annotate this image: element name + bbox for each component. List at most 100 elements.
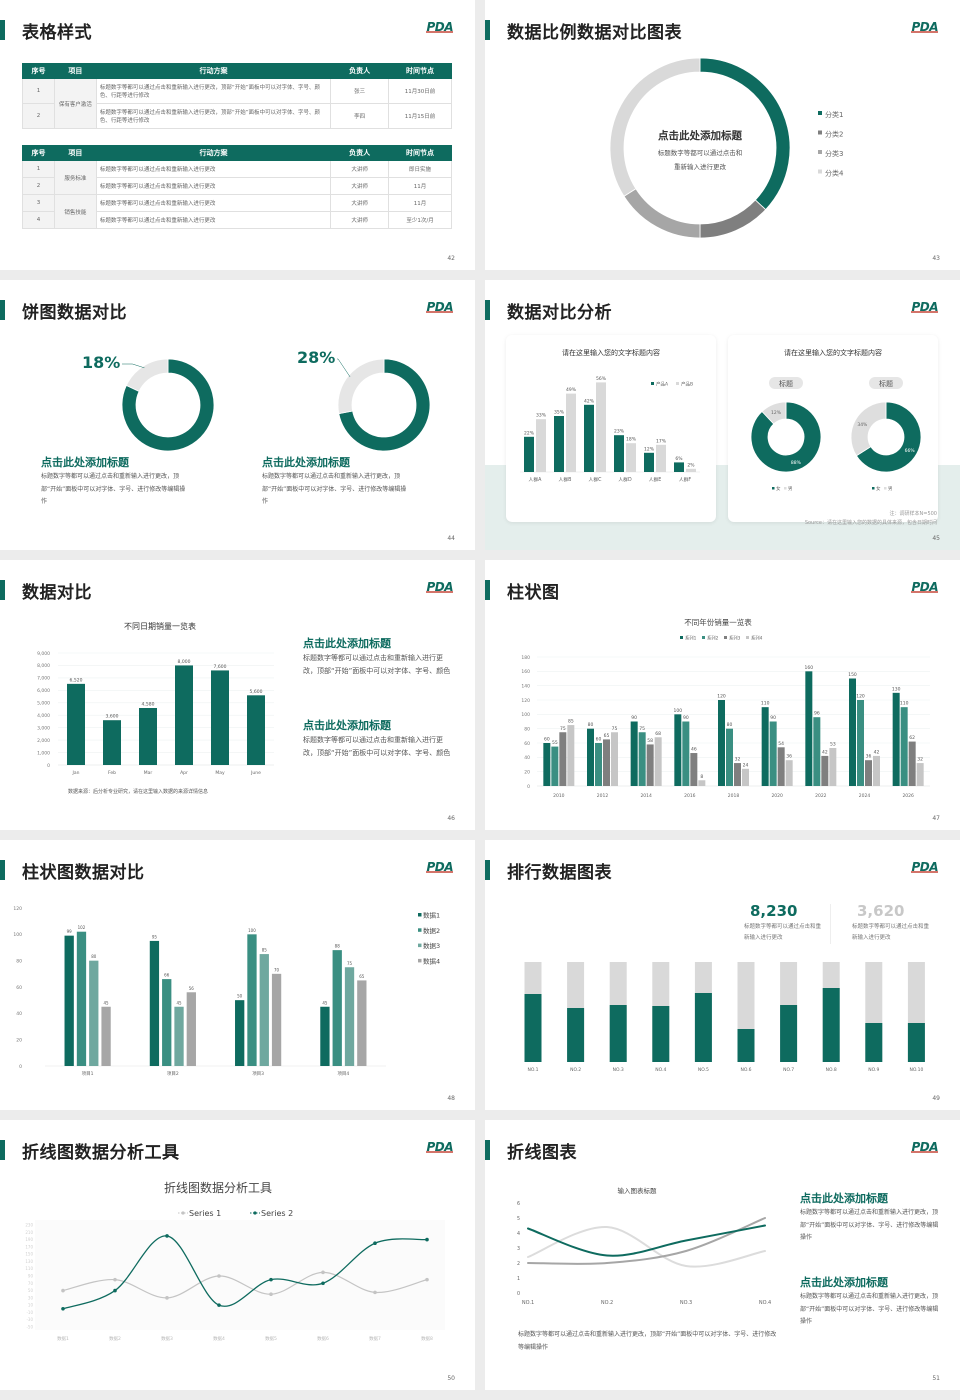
bar [630,721,638,786]
category-label: 数据2 [109,1335,121,1342]
logo: PDA [426,860,453,874]
page-number: 49 [932,1095,940,1102]
legend-swatch [818,130,822,135]
legend-swatch [418,928,422,932]
y-tick-label: 90 [28,1274,34,1279]
bar [892,692,900,786]
data-label: 36 [866,754,872,760]
stat-value-primary: 8,230 [750,902,798,920]
bar [101,1006,111,1066]
bar [567,725,575,786]
card-title: 请在这里输入您的文字标题内容 [562,348,660,357]
legend-swatch [872,487,875,490]
data-label: 96 [814,711,820,717]
y-tick-label: 100 [13,932,22,938]
data-label: 99 [67,929,73,934]
y-tick-label: 4,000 [37,713,50,719]
category-label: 2014 [640,793,652,799]
bar [320,1006,330,1066]
data-point [113,1288,117,1293]
category-label: NO.1 [522,1300,534,1306]
y-tick-label: 110 [25,1266,33,1271]
data-label: 24 [743,762,749,768]
category-donut-slice [699,199,767,239]
data-label: 45 [176,1000,182,1005]
data-label: 45 [322,1000,328,1005]
series-line [62,1271,428,1299]
cell-seq: 1 [22,160,55,178]
table-row: 4 标题数字等都可以通过点击和重新输入进行更改 大讲师 至少1次/月 [22,211,452,229]
legend-label: 数据2 [423,926,440,935]
item-heading: 点击此处添加标题 [800,1276,888,1289]
rank-bar-fill [907,1023,925,1062]
category-label: 数据7 [369,1335,381,1342]
cell-owner: 大讲师 [330,177,390,195]
data-label: 7,600 [214,664,227,670]
series-line [527,1217,766,1265]
rank-bar-fill [865,1023,883,1062]
cell-seq: 3 [22,194,55,212]
bar [566,393,576,472]
bar [726,728,733,786]
percent-donut-slice [125,358,169,392]
y-tick-label: 0 [47,763,50,769]
data-label: 70 [274,967,280,972]
bar [785,760,793,786]
data-label: 32 [735,757,741,763]
data-label: 18% [626,437,637,443]
logo: PDA [911,580,938,594]
y-tick-label: 6,000 [37,688,50,694]
bar [175,665,193,765]
y-tick-label: 7,000 [37,676,50,682]
donut-center-title: 点击此处添加标题 [658,130,742,142]
bar [718,700,725,786]
y-tick-label: 0 [517,1291,520,1297]
bar [626,443,636,472]
bar [174,1006,184,1066]
data-label: 60 [544,737,550,743]
cell-plan: 标题数字等都可以通过点击和重新输入进行更改，顶部“开始”面板中可以对字体、字号、… [95,78,332,104]
data-label: 85 [568,719,574,725]
category-label: NO.4 [655,1067,666,1073]
title-accent-bar [485,1140,490,1160]
data-label: 65 [359,974,365,979]
column-header: 项目 [53,63,97,79]
y-tick-label: 140 [521,683,530,689]
category-donut-slice [623,188,701,239]
data-label: 75 [612,726,618,732]
legend-swatch [651,382,654,385]
bar [67,683,85,765]
data-point [269,1277,273,1282]
cell-plan: 标题数字等都可以通过点击和重新输入进行更改 [95,177,332,195]
y-tick-label: -30 [26,1317,33,1322]
percent-label: 66% [905,448,916,454]
category-label: 人群A [529,476,543,483]
bar [805,671,813,786]
series-line [62,1235,428,1310]
table-row: 1 服务标准 标题数字等都可以通过点击和重新输入进行更改 大讲师 即日实施 [22,160,452,195]
bar [344,967,355,1066]
bar [211,670,229,765]
stat-text-primary: 标题数字等都可以通过点击和重新输入进行更改 [744,924,822,941]
data-label: 12% [644,446,655,452]
plot-area [35,1220,445,1330]
legend-label: 男 [888,486,893,492]
legend-swatch [772,487,775,490]
data-label: 100 [674,708,683,714]
bar [916,763,924,786]
cell-group: 服务标准 [53,160,97,195]
category-label: 数据6 [317,1335,329,1342]
category-donut-chart: 分类1 分类2 分类3 分类4 [609,57,844,239]
chart-title: 不同年份销量一览表 [684,617,752,627]
data-label: 130 [892,686,901,692]
source-note: Source：请在这里输入您的数据的具体来源，包含日期时间 [804,520,937,526]
data-label: 95 [152,934,158,939]
data-label: 100 [248,928,256,933]
y-tick-label: 190 [25,1237,33,1242]
item-text: 标题数字等都可以通过点击和重新输入进行更改，顶部“开始”面板中可以对字体、字号、… [800,1293,939,1325]
title-accent-bar [0,860,5,880]
cell-seq: 1 [22,78,55,104]
page-number: 51 [932,1375,940,1382]
data-label: 56 [189,986,195,991]
